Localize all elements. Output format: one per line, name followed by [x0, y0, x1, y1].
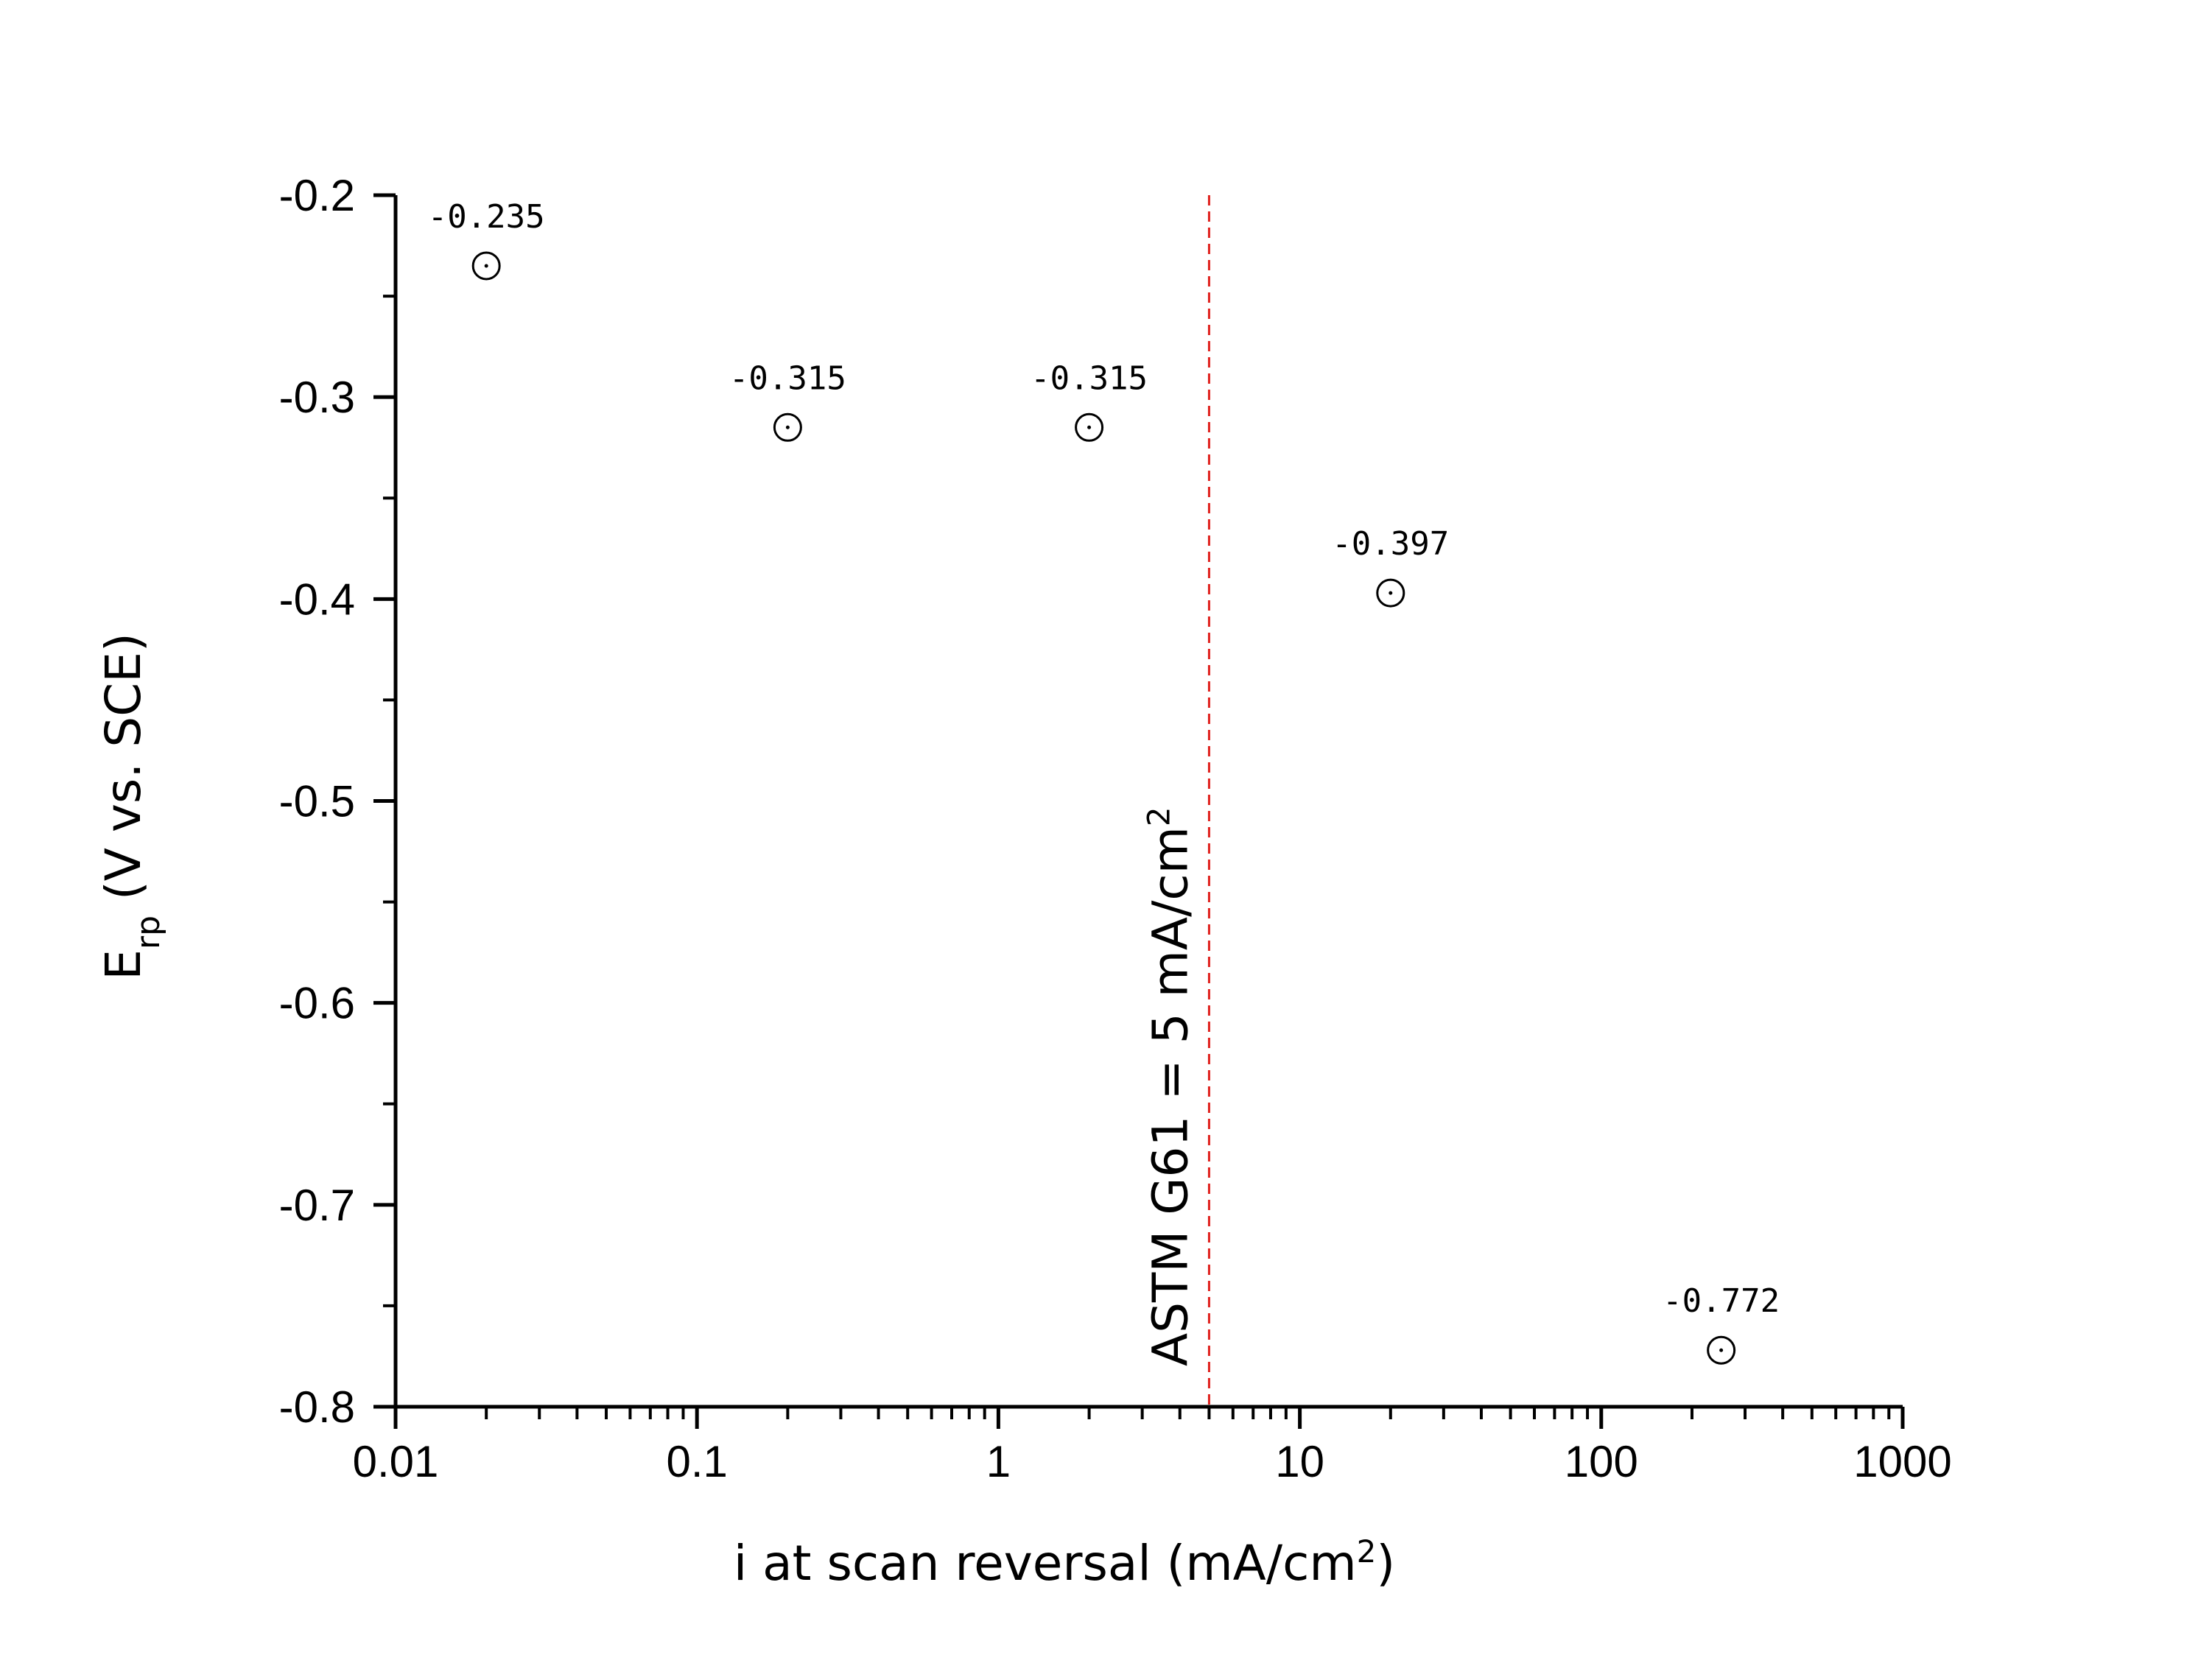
x-axis-title: i at scan reversal (mA/cm2): [734, 1533, 1395, 1592]
axes-layer: [393, 195, 1903, 1409]
data-label: -0.235: [428, 198, 545, 236]
data-point-center: [1389, 591, 1393, 595]
reference-line-group: ASTM G61 = 5 mA/cm2: [1140, 195, 1210, 1407]
x-tick-label: 10: [1275, 1437, 1324, 1486]
data-point: [1707, 1335, 1736, 1365]
y-tick-label: -0.4: [279, 574, 355, 624]
reference-line-label-sup: 2: [1140, 806, 1176, 826]
x-axis-title-end: ): [1376, 1535, 1395, 1592]
data-label: -0.315: [1031, 359, 1148, 397]
y-tick-label: -0.7: [279, 1181, 355, 1230]
x-axis-title-sup: 2: [1357, 1533, 1377, 1570]
data-point-center: [1719, 1348, 1724, 1352]
data-point-center: [484, 264, 488, 268]
y-tick-label: -0.2: [279, 171, 355, 220]
y-axis-title-main: E: [95, 949, 152, 980]
x-axis-title-main: i at scan reversal (mA/cm: [734, 1535, 1357, 1592]
data-point: [471, 251, 501, 281]
data-label: -0.772: [1663, 1282, 1780, 1320]
ticks-layer: -0.2 -0.3 -0.4 -0.5 -0.6 -0.7 -0.8 0.01 0.1 1 10 10…: [279, 171, 1952, 1486]
reference-line-label: ASTM G61 = 5 mA/cm2: [1140, 806, 1199, 1366]
data-label: -0.397: [1332, 525, 1449, 563]
data-point-center: [1087, 425, 1092, 429]
x-tick-label: 1: [986, 1437, 1011, 1486]
x-tick-label: 0.01: [353, 1437, 439, 1486]
y-axis-title-sub: rp: [130, 915, 167, 949]
x-tick-label: 100: [1565, 1437, 1638, 1486]
y-tick-label: -0.8: [279, 1382, 355, 1432]
y-axis-title-end: (V vs. SCE): [95, 633, 152, 915]
x-tick-label: 1000: [1853, 1437, 1951, 1486]
reference-line-label-main: ASTM G61 = 5 mA/cm: [1142, 826, 1198, 1366]
data-label: -0.315: [729, 359, 846, 397]
data-point: [1376, 578, 1405, 608]
y-tick-label: -0.3: [279, 373, 355, 422]
data-points-group: -0.235 -0.315 -0.315 -0.397 -0.772: [428, 198, 1780, 1365]
data-point: [1075, 412, 1104, 442]
y-axis-title: Erp (V vs. SCE): [95, 633, 167, 980]
x-tick-label: 0.1: [666, 1437, 727, 1486]
y-tick-label: -0.5: [279, 777, 355, 826]
data-point-center: [785, 425, 790, 429]
y-tick-label: -0.6: [279, 979, 355, 1028]
data-point: [773, 412, 802, 442]
